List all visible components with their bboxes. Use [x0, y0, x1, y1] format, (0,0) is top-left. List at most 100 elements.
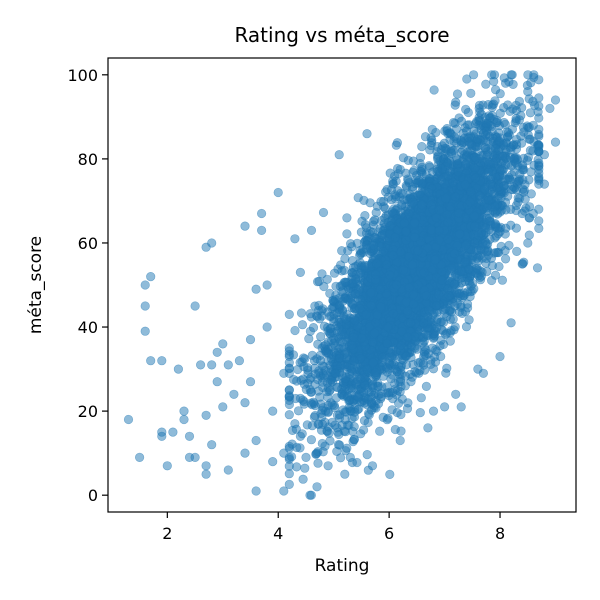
data-point	[398, 153, 409, 163]
data-point	[532, 263, 543, 273]
data-point	[340, 407, 350, 417]
data-point	[333, 361, 343, 371]
data-point	[303, 369, 313, 379]
data-point	[306, 312, 316, 322]
data-point	[299, 379, 310, 389]
data-point	[349, 412, 360, 422]
data-point	[392, 138, 403, 148]
data-point	[469, 70, 479, 80]
data-point	[515, 193, 525, 203]
data-point	[534, 168, 544, 178]
data-point	[511, 113, 521, 124]
data-point	[366, 288, 376, 298]
data-point	[416, 152, 426, 162]
data-point	[292, 376, 302, 386]
data-point	[441, 368, 451, 378]
data-point	[313, 458, 323, 468]
data-point	[458, 145, 468, 155]
data-point	[316, 332, 326, 342]
data-point	[334, 429, 344, 440]
data-point	[361, 310, 371, 320]
data-point	[424, 188, 434, 198]
data-point	[443, 171, 453, 181]
data-point	[497, 275, 508, 285]
data-point	[319, 281, 329, 292]
points-layer	[123, 70, 561, 500]
data-point	[404, 252, 414, 262]
data-point	[310, 363, 320, 373]
data-point	[534, 113, 544, 123]
data-point	[390, 190, 400, 200]
data-point	[405, 369, 415, 379]
data-point	[460, 123, 470, 133]
data-point	[393, 169, 403, 179]
data-point	[495, 89, 505, 99]
data-point	[310, 379, 320, 389]
data-point	[284, 309, 294, 320]
data-point	[516, 131, 526, 141]
data-point	[366, 301, 376, 311]
data-point	[503, 100, 513, 110]
data-point	[310, 301, 320, 311]
data-point	[443, 234, 453, 244]
data-point	[342, 229, 352, 239]
data-point	[317, 269, 327, 279]
data-point	[329, 268, 340, 278]
data-point	[441, 304, 451, 314]
data-point	[336, 453, 346, 463]
data-point	[404, 178, 414, 188]
data-point	[302, 420, 312, 430]
data-point	[298, 353, 309, 363]
data-point	[449, 279, 460, 289]
data-point	[370, 233, 380, 243]
data-point	[448, 314, 458, 324]
data-point	[449, 325, 459, 335]
data-point	[415, 408, 425, 418]
data-point	[408, 167, 418, 177]
data-point	[429, 85, 439, 95]
data-point	[437, 141, 448, 151]
data-point	[445, 336, 455, 346]
data-point	[324, 386, 335, 396]
data-point	[489, 99, 499, 109]
data-point	[417, 142, 427, 152]
data-point	[455, 291, 466, 301]
data-point	[495, 136, 505, 146]
data-point	[526, 78, 536, 88]
data-point	[338, 342, 349, 352]
data-point	[349, 435, 359, 445]
data-point	[485, 234, 495, 244]
data-point	[300, 463, 310, 473]
data-point	[306, 398, 316, 408]
data-point	[511, 223, 522, 233]
data-point	[334, 353, 345, 363]
data-point	[318, 207, 329, 218]
data-point	[378, 247, 389, 257]
data-point	[456, 302, 466, 312]
data-point	[496, 241, 506, 251]
data-point	[306, 490, 316, 500]
data-point	[298, 474, 308, 484]
data-point	[320, 441, 330, 451]
data-point	[352, 457, 362, 468]
data-point	[461, 159, 471, 169]
chart-title: Rating vs méta_score	[234, 23, 449, 47]
data-point	[394, 369, 405, 380]
data-point	[487, 275, 497, 286]
data-point	[419, 268, 429, 278]
data-point	[362, 450, 372, 460]
data-point	[446, 129, 456, 139]
data-point	[431, 300, 442, 311]
data-point	[387, 207, 397, 217]
data-point	[443, 158, 453, 168]
data-point	[472, 263, 482, 273]
data-point	[496, 165, 507, 175]
data-point	[396, 426, 406, 436]
data-point	[339, 265, 349, 275]
data-point	[432, 322, 442, 333]
data-point	[407, 260, 417, 270]
data-point	[463, 107, 473, 118]
data-point	[364, 410, 374, 420]
data-point	[431, 345, 441, 355]
